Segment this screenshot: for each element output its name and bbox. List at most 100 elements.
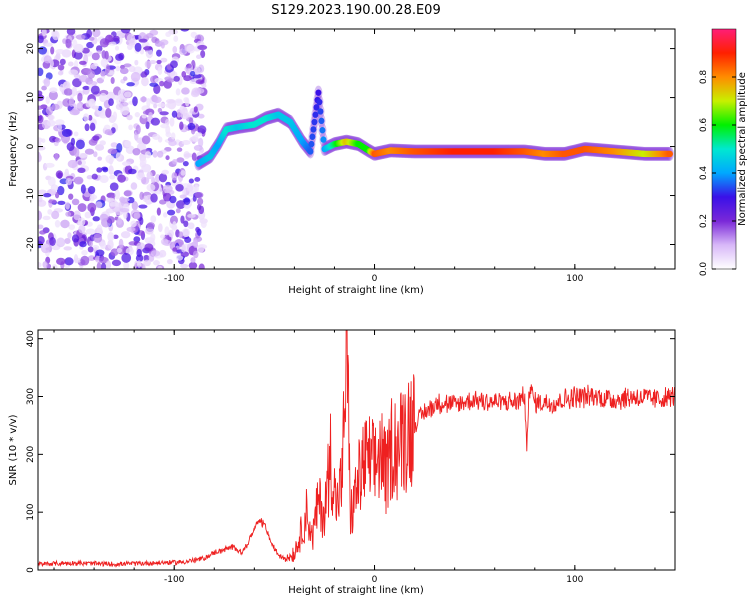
spectrogram-ridge-cell <box>316 98 323 106</box>
spectrogram-noise-cell <box>144 151 152 159</box>
spectrogram-noise-cell <box>135 124 141 135</box>
spectrogram-noise-cell <box>44 162 55 168</box>
spectrogram-noise-cell <box>56 237 66 248</box>
spectrogram-ridge-cell <box>309 133 316 140</box>
spectrogram-noise-cell <box>186 44 196 54</box>
spectrogram-noise-cell <box>106 208 113 214</box>
spectrogram-noise-cell <box>123 63 132 68</box>
spectrogram-noise-cell <box>195 54 202 60</box>
spectrogram-noise-cell <box>43 77 51 88</box>
spectrogram-noise-cell <box>71 86 77 97</box>
spectrogram-noise-cell <box>68 69 79 76</box>
spectrogram-noise-cell <box>160 238 169 246</box>
spectrogram-noise-cell <box>130 220 137 228</box>
spectrogram-noise-cell <box>77 217 86 227</box>
spectrogram-noise-cell <box>38 35 44 44</box>
spectrogram-noise-cell <box>106 216 115 224</box>
spectrogram-noise-cell <box>90 63 98 70</box>
spectrogram-noise-cell <box>196 204 202 211</box>
spectrogram-noise-cell <box>64 168 69 177</box>
spectrogram-noise-cell <box>47 208 53 215</box>
spectrogram-noise-cell <box>160 41 165 49</box>
spectrogram-noise-cell <box>95 201 103 209</box>
spectrogram-noise-cell <box>59 83 65 93</box>
spectrogram-noise-cell <box>169 195 177 204</box>
spectrogram-noise-cell <box>195 79 205 85</box>
y-tick-label: 0 <box>26 143 36 149</box>
spectrogram-noise-cell <box>162 212 168 218</box>
spectrogram-noise-cell <box>92 135 100 141</box>
spectrogram-noise-cell <box>61 128 72 137</box>
spectrogram-noise-cell <box>77 92 83 102</box>
spectrogram-noise-cell <box>77 203 87 212</box>
spectrogram-noise-cell <box>188 261 198 269</box>
spectrogram-noise-cell <box>115 53 124 61</box>
spectrogram-noise-cell <box>49 237 56 246</box>
spectrogram-noise-cell <box>170 132 176 140</box>
spectrogram-noise-cell <box>176 200 186 209</box>
spectrogram-noise-cell <box>120 29 131 34</box>
spectrogram-noise-cell <box>194 191 204 199</box>
spectrogram-noise-cell <box>87 70 96 79</box>
spectrogram-noise-cell <box>38 261 42 268</box>
spectrogram-noise-cell <box>172 158 178 165</box>
spectrogram-noise-cell <box>166 259 173 265</box>
spectrogram-noise-cell <box>141 114 147 119</box>
spectrogram-noise-cell <box>161 169 169 175</box>
spectrogram-noise-cell <box>134 42 142 52</box>
spectrogram-noise-cell <box>128 168 137 175</box>
spectrogram-noise-cell <box>116 247 123 253</box>
spectrogram-noise-cell <box>38 105 44 110</box>
spectrogram-noise-cell <box>38 137 43 143</box>
y-tick-label: 400 <box>26 330 36 347</box>
snr-frame <box>37 329 676 571</box>
spectrogram-noise-cell <box>112 35 120 42</box>
spectrogram-noise-cell <box>143 46 153 51</box>
spectrogram-noise-cell <box>52 30 60 41</box>
spectrogram-noise-cell <box>153 260 160 266</box>
spectrogram-noise-cell <box>156 49 162 57</box>
spectrogram-noise-cell <box>50 46 55 55</box>
spectrogram-noise-cell <box>99 38 109 48</box>
spectrogram-noise-cell <box>160 123 170 129</box>
spectrogram-noise-cell <box>89 196 95 202</box>
y-tick-label: 20 <box>26 43 36 55</box>
spectrogram-noise-cell <box>158 223 163 233</box>
spectrogram-noise-cell <box>194 177 201 182</box>
spectrogram-noise-cell <box>54 153 59 161</box>
spectrogram-noise-cell <box>87 255 96 261</box>
spectrogram-noise-cell <box>154 174 161 183</box>
spectrogram-noise-cell <box>100 262 107 269</box>
spectrogram-noise-cell <box>87 202 97 213</box>
spectrogram-noise-cell <box>145 121 150 130</box>
spectrogram-noise-cell <box>56 257 66 266</box>
spectrogram-noise-cell <box>191 152 197 161</box>
spectrogram-noise-cell <box>107 239 114 250</box>
spectrogram-noise-cell <box>105 197 115 203</box>
spectrogram-noise-cell <box>139 96 148 103</box>
spectrogram-noise-cell <box>71 198 80 206</box>
spectrogram-noise-cell <box>190 257 196 264</box>
colorbar-tick-label: 0.8 <box>699 70 709 85</box>
spectrogram-frame <box>37 28 676 270</box>
spectrogram-noise-cell <box>158 173 168 183</box>
spectrogram-noise-cell <box>126 33 136 44</box>
spectrogram-noise-cell <box>136 260 142 268</box>
spectrogram-noise-cell <box>45 106 54 115</box>
spectrogram-noise-cell <box>77 160 83 166</box>
spectrogram-noise-cell <box>145 199 152 205</box>
spectrogram-noise-cell <box>175 208 181 214</box>
spectrogram-noise-cell <box>73 51 83 60</box>
spectrogram-noise-cell <box>186 63 192 69</box>
spectrogram-noise-cell <box>64 257 74 266</box>
spectrogram-noise-cell <box>88 240 93 247</box>
spectrogram-noise-cell <box>150 117 161 126</box>
spectrogram-noise-cell <box>93 233 103 243</box>
spectrogram-noise-cell <box>95 249 105 257</box>
spectrogram-noise-cell <box>127 43 133 51</box>
spectrogram-noise-cell <box>121 161 132 167</box>
spectrogram-noise-cell <box>149 82 159 87</box>
spectrogram-noise-cell <box>156 59 162 65</box>
spectrogram-ridge-cell <box>312 111 319 118</box>
